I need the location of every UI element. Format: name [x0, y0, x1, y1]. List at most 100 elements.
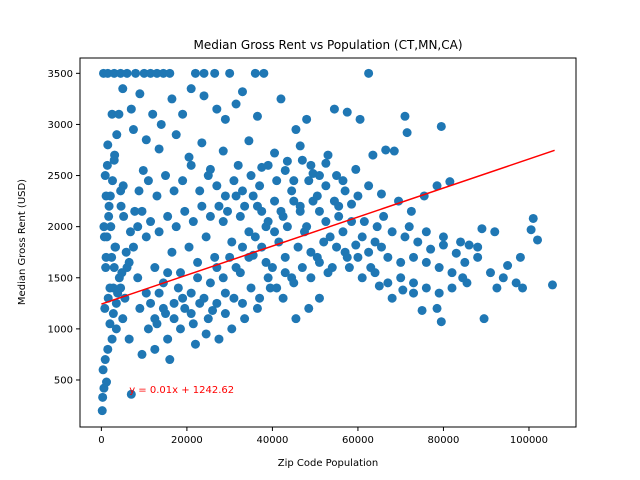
data-point	[225, 68, 235, 78]
data-point	[280, 252, 290, 262]
data-point	[445, 177, 455, 187]
data-point	[304, 176, 314, 186]
data-point	[383, 278, 393, 288]
data-point	[464, 240, 474, 250]
data-point	[255, 293, 265, 303]
data-point	[186, 288, 196, 298]
data-point	[276, 206, 286, 216]
data-point	[100, 171, 110, 181]
data-point	[139, 68, 149, 78]
data-point	[190, 68, 200, 78]
data-point	[135, 303, 145, 313]
data-point	[101, 263, 111, 273]
data-point	[152, 319, 162, 329]
data-point	[118, 84, 128, 94]
y-tick-label: 1500	[48, 273, 73, 284]
data-point	[203, 171, 213, 181]
data-point	[332, 242, 342, 252]
data-point	[110, 150, 120, 160]
data-point	[161, 309, 171, 319]
data-point	[107, 334, 117, 344]
data-point	[163, 211, 173, 221]
data-point	[368, 150, 378, 160]
data-point	[533, 235, 543, 245]
data-point	[97, 406, 107, 416]
data-point	[128, 242, 138, 252]
data-point	[263, 273, 273, 283]
data-point	[396, 273, 406, 283]
x-tick-label: 0	[98, 435, 104, 446]
data-point	[321, 217, 331, 227]
data-point	[515, 252, 525, 262]
data-point	[167, 94, 177, 104]
data-point	[197, 138, 207, 148]
data-point	[124, 257, 134, 267]
data-point	[116, 201, 126, 211]
data-point	[246, 171, 256, 181]
data-point	[146, 217, 156, 227]
x-axis-label: Zip Code Population	[278, 458, 378, 469]
data-point	[250, 68, 260, 78]
data-point	[528, 213, 538, 223]
data-point	[280, 268, 290, 278]
data-point	[107, 109, 117, 119]
data-point	[173, 283, 183, 293]
data-point	[409, 252, 419, 262]
data-point	[195, 186, 205, 196]
data-point	[436, 121, 446, 131]
data-point	[490, 227, 500, 237]
data-point	[511, 278, 521, 288]
x-tick-label: 60000	[342, 435, 374, 446]
trendline-group	[101, 149, 555, 305]
data-point	[257, 206, 267, 216]
data-point	[503, 261, 513, 270]
x-tick-label: 80000	[428, 435, 460, 446]
plot-frame	[79, 57, 577, 428]
data-point	[218, 146, 228, 156]
data-point	[126, 104, 136, 114]
data-point	[214, 201, 224, 211]
data-point	[334, 211, 344, 221]
data-point	[321, 158, 331, 168]
data-point	[218, 273, 228, 283]
y-tick-label: 2000	[48, 222, 73, 233]
data-point	[314, 206, 324, 216]
data-point	[158, 68, 168, 78]
data-point	[235, 211, 245, 221]
data-point	[252, 303, 262, 313]
data-point	[252, 111, 262, 121]
data-point	[227, 324, 237, 334]
data-point	[259, 68, 269, 78]
data-point	[237, 87, 247, 97]
data-point	[133, 222, 143, 232]
data-point	[107, 252, 117, 262]
data-point	[263, 217, 273, 227]
data-point	[220, 288, 230, 298]
data-point	[272, 283, 282, 293]
data-point	[306, 160, 316, 170]
data-point	[111, 324, 121, 334]
data-point	[396, 257, 406, 267]
data-point	[244, 136, 254, 146]
data-point	[163, 334, 173, 344]
data-point	[355, 114, 365, 124]
data-point	[297, 155, 307, 165]
data-point	[374, 281, 384, 291]
data-point	[421, 257, 431, 267]
data-point	[134, 186, 144, 196]
data-point	[108, 309, 118, 319]
data-point	[287, 186, 297, 196]
data-point	[201, 329, 211, 339]
data-point	[231, 99, 241, 109]
data-point	[376, 189, 386, 199]
data-point	[473, 252, 483, 262]
data-point	[267, 263, 277, 273]
data-point	[250, 232, 260, 242]
data-point	[342, 107, 352, 117]
data-point	[297, 263, 307, 273]
data-point	[518, 283, 528, 293]
data-point	[100, 355, 110, 365]
data-point	[186, 84, 196, 94]
data-point	[302, 222, 312, 232]
data-point	[270, 196, 280, 206]
